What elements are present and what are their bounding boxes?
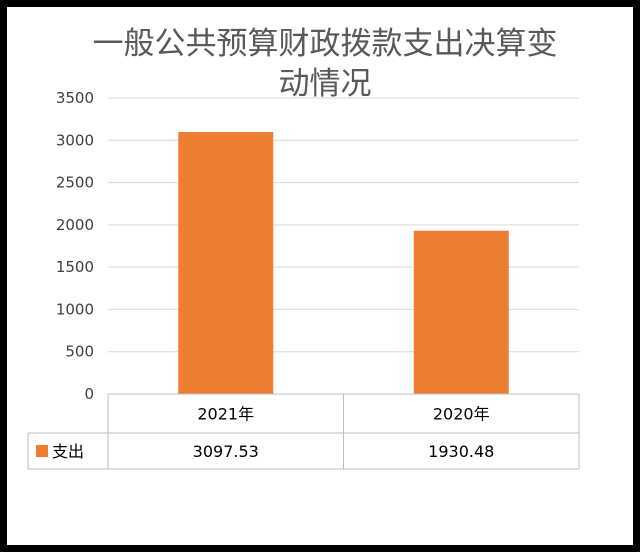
- bar: [178, 132, 274, 394]
- y-tick-label: 2500: [56, 174, 94, 192]
- legend-swatch: [36, 445, 48, 457]
- bar: [413, 230, 509, 394]
- x-category-label: 2020年: [433, 405, 490, 424]
- y-tick-label: 500: [65, 343, 94, 361]
- y-tick-label: 1000: [56, 300, 94, 318]
- y-tick-label: 2000: [56, 216, 94, 234]
- data-label: 3097.53: [193, 442, 259, 461]
- y-tick-label: 0: [84, 385, 94, 403]
- y-tick-label: 3500: [56, 89, 94, 107]
- y-tick-label: 1500: [56, 258, 94, 276]
- chart-title: 一般公共预算财政拨款支出决算变动情况: [92, 26, 558, 102]
- y-tick-label: 3000: [56, 131, 94, 149]
- data-label: 1930.48: [428, 442, 494, 461]
- x-category-label: 2021年: [197, 405, 254, 424]
- legend-label: 支出: [52, 442, 84, 461]
- chart-area: [7, 7, 633, 545]
